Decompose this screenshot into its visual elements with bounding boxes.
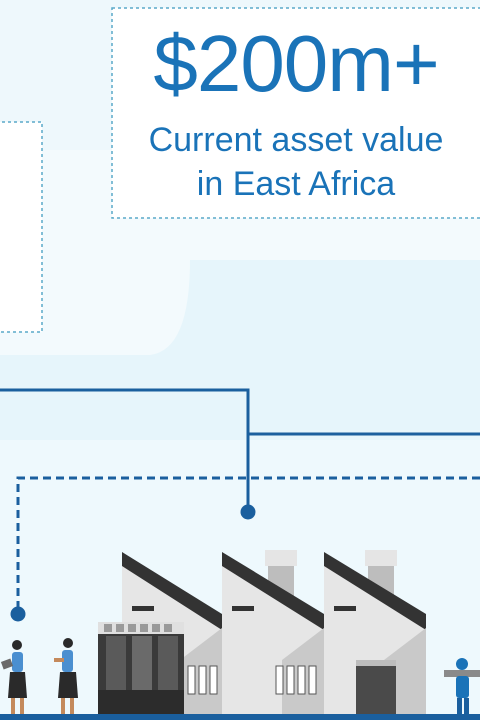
worker-with-tablet-icon: [0, 640, 27, 714]
asset-value-stat-box: $200m+ Current asset value in East Afric…: [112, 8, 480, 218]
connector-line-main: [0, 388, 250, 512]
stat-box-border: [111, 7, 480, 219]
stat-box-background: [112, 8, 480, 218]
left-info-box: [0, 122, 42, 332]
worker-carrying-pipe-icon: [444, 658, 480, 714]
factory-icon: [98, 550, 426, 714]
worker-walking-icon: [54, 638, 78, 714]
connector-dot-center: [240, 504, 256, 520]
left-info-box-border: [0, 121, 43, 333]
asset-value-caption: Current asset value in East Africa: [112, 118, 480, 206]
connector-dot-left: [10, 606, 26, 622]
connector-line-dashed: [16, 476, 480, 612]
asset-value-caption-line-1: Current asset value: [148, 121, 444, 159]
asset-value-caption-line-2: in East Africa: [196, 165, 396, 203]
asset-value-figure: $200m+: [153, 19, 439, 108]
ground-line: [0, 714, 480, 720]
